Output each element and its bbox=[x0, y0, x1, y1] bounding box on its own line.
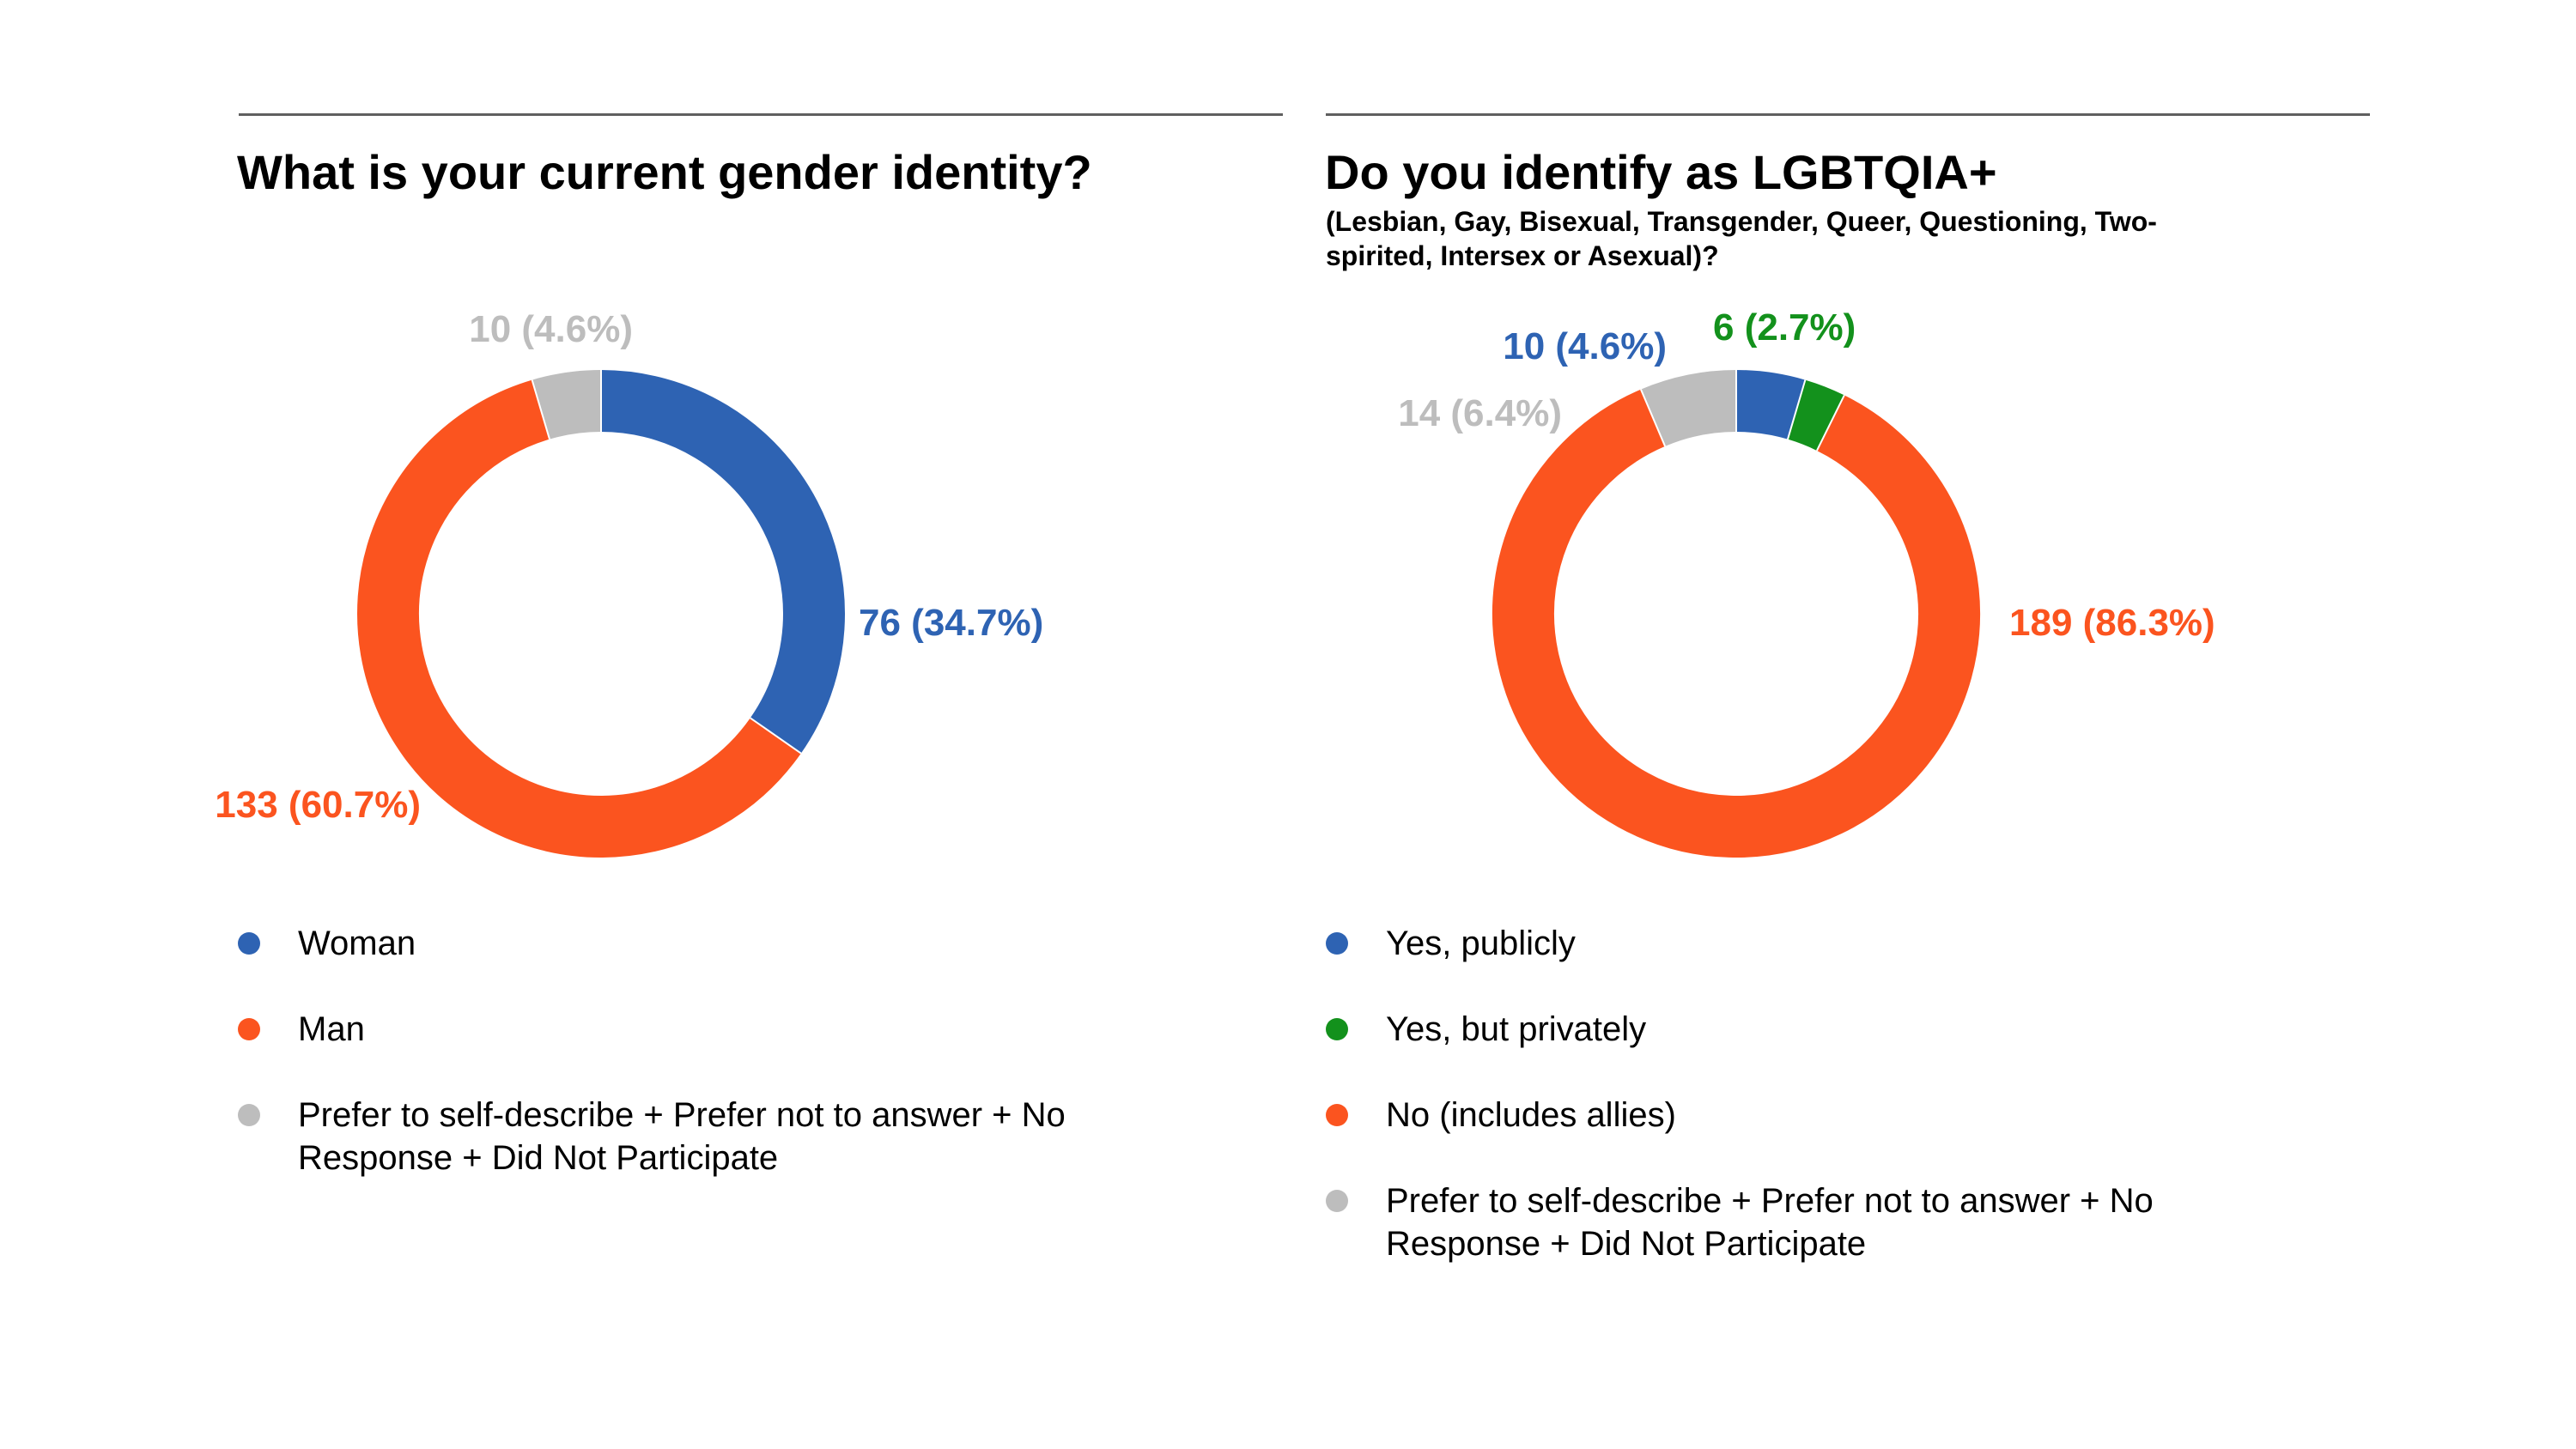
legend-label: Man bbox=[298, 1010, 365, 1048]
chart1-slice-separator bbox=[1640, 389, 1667, 447]
chart1-slice-3 bbox=[1640, 370, 1737, 447]
legend-label: Prefer to self-describe + Prefer not to … bbox=[298, 1096, 1066, 1177]
legend-label: Woman bbox=[298, 925, 416, 962]
legend-label: Prefer to self-describe + Prefer not to … bbox=[1386, 1182, 2154, 1263]
chart1-data-label-1: 6 (2.7%) bbox=[1713, 306, 1856, 349]
chart0-data-label-1: 133 (60.7%) bbox=[215, 784, 421, 826]
legend-item: Yes, publicly bbox=[1326, 922, 2184, 965]
legend-dot-icon bbox=[1326, 1104, 1348, 1126]
chart1-slice-separator bbox=[1816, 394, 1845, 452]
legend-item: Yes, but privately bbox=[1326, 1008, 2184, 1051]
chart0-slice-separator bbox=[750, 717, 802, 755]
left-chart-legend: Woman Man Prefer to self-describe + Prefer… bbox=[238, 922, 1165, 1222]
left-chart-top-rule bbox=[239, 113, 1283, 116]
chart1-slice-1 bbox=[1787, 379, 1844, 452]
legend-dot-icon bbox=[238, 1018, 260, 1040]
legend-item: Man bbox=[238, 1008, 1165, 1051]
legend-dot-icon bbox=[1326, 932, 1348, 955]
chart0-data-label-2: 10 (4.6%) bbox=[469, 308, 633, 350]
chart1-slice-0 bbox=[1735, 370, 1806, 440]
left-chart-title: What is your current gender identity? bbox=[237, 145, 1092, 199]
legend-dot-icon bbox=[1326, 1018, 1348, 1040]
legend-item: Prefer to self-describe + Prefer not to … bbox=[1326, 1179, 2184, 1265]
legend-item: Prefer to self-describe + Prefer not to … bbox=[238, 1094, 1165, 1179]
right-chart-legend: Yes, publicly Yes, but privately No (inclu… bbox=[1326, 922, 2184, 1308]
chart0-slice-2 bbox=[532, 370, 602, 440]
legend-label: Yes, but privately bbox=[1386, 1010, 1647, 1048]
chart0-slice-0 bbox=[600, 370, 845, 754]
legend-label: No (includes allies) bbox=[1386, 1096, 1676, 1134]
chart1-slice-2 bbox=[1492, 389, 1980, 858]
legend-dot-icon bbox=[238, 932, 260, 955]
right-chart-top-rule bbox=[1326, 113, 2370, 116]
legend-item: No (includes allies) bbox=[1326, 1094, 2184, 1137]
chart1-data-label-2: 189 (86.3%) bbox=[2009, 602, 2215, 644]
chart1-data-label-3: 14 (6.4%) bbox=[1398, 392, 1562, 434]
chart0-data-label-0: 76 (34.7%) bbox=[859, 602, 1043, 644]
legend-label: Yes, publicly bbox=[1386, 925, 1576, 962]
legend-dot-icon bbox=[1326, 1190, 1348, 1212]
legend-item: Woman bbox=[238, 922, 1165, 965]
chart1-slice-separator bbox=[1787, 379, 1807, 440]
chart0-slice-separator bbox=[531, 379, 550, 440]
right-chart-title: Do you identify as LGBTQIA+ bbox=[1325, 145, 1997, 199]
legend-dot-icon bbox=[238, 1104, 260, 1126]
right-chart-subtitle: (Lesbian, Gay, Bisexual, Transgender, Qu… bbox=[1326, 206, 2157, 271]
chart1-data-label-0: 10 (4.6%) bbox=[1503, 325, 1667, 367]
chart0-slice-1 bbox=[357, 379, 801, 858]
